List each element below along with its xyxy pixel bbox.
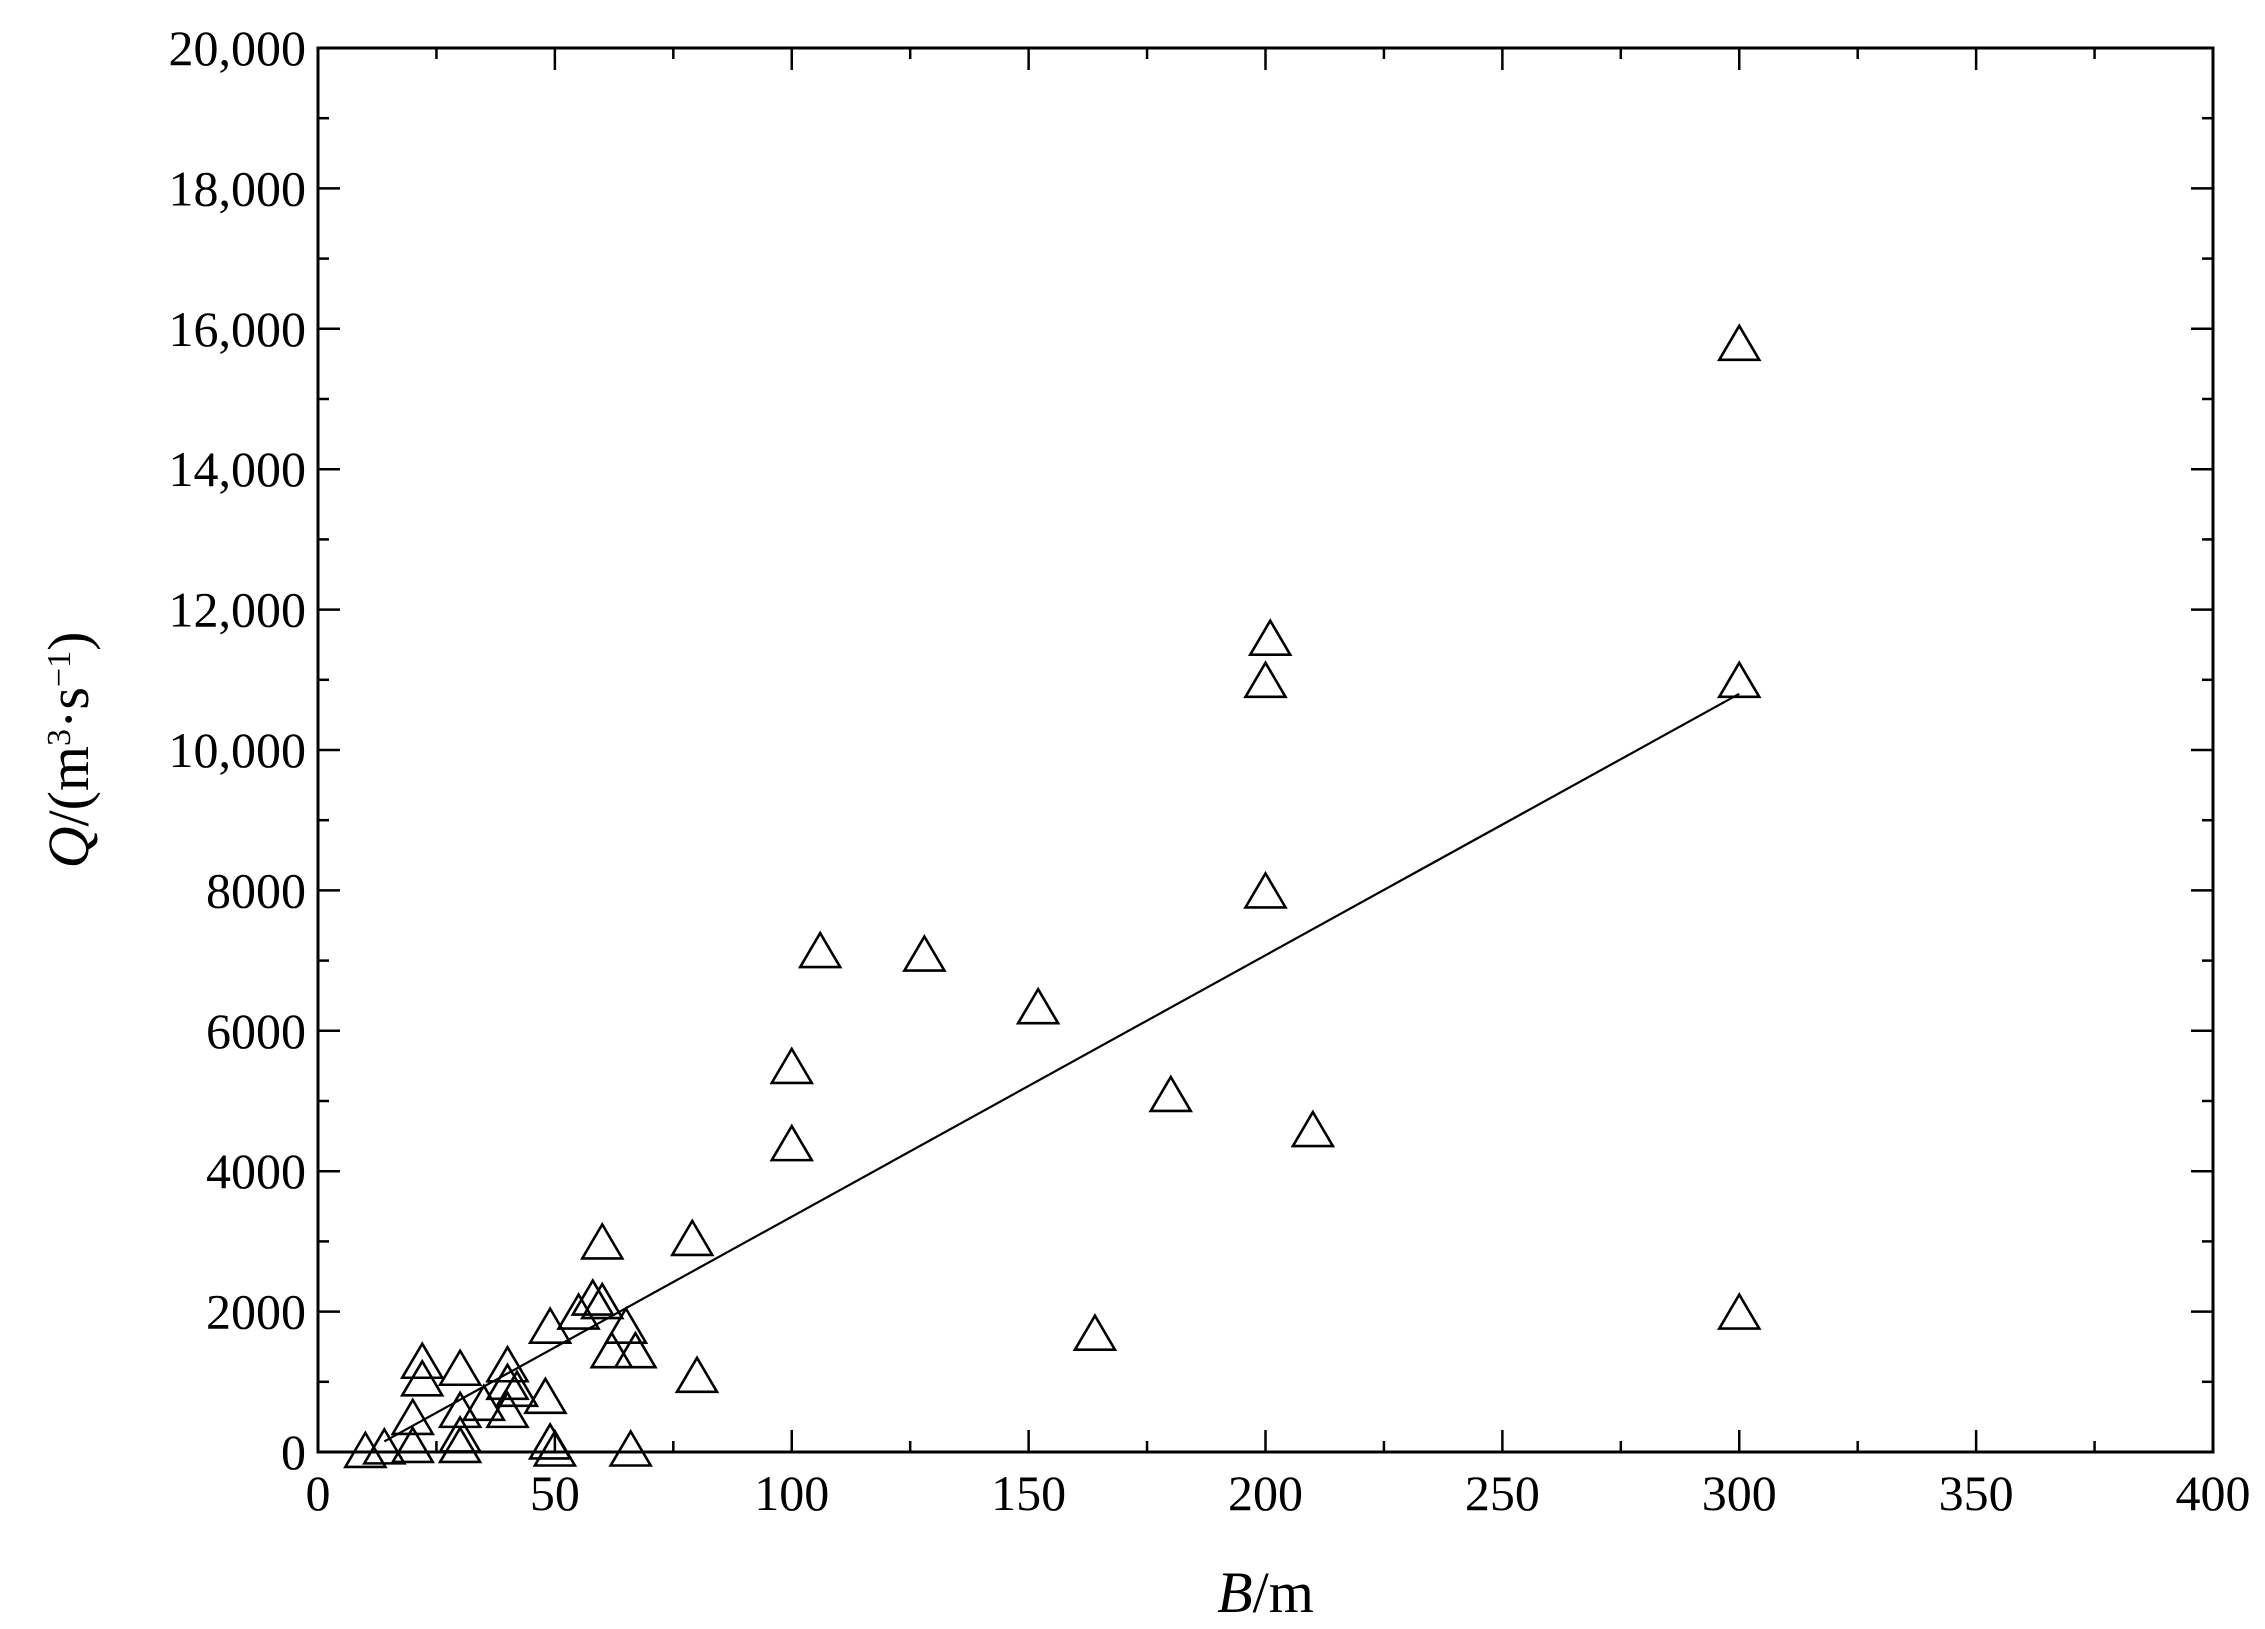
data-point-triangle: [1716, 660, 1762, 699]
data-point-triangle: [902, 934, 947, 972]
data-point-triangle: [1243, 870, 1288, 909]
data-point-triangle: [579, 1281, 625, 1320]
y-tick-label: 4000: [206, 1143, 306, 1199]
y-tick-label: 2000: [206, 1284, 306, 1340]
data-point-triangle: [797, 930, 843, 969]
y-tick-label: 6000: [206, 1003, 306, 1059]
data-point-triangle: [485, 1390, 530, 1429]
y-axis-unit-sup2: −1: [41, 651, 78, 687]
x-tick-label: 200: [1228, 1465, 1303, 1521]
data-point-triangle: [362, 1426, 407, 1465]
y-tick-label: 8000: [206, 862, 306, 918]
data-point-triangle: [532, 1428, 578, 1467]
data-point-triangle: [1247, 618, 1293, 656]
y-tick-label: 16,000: [169, 301, 307, 357]
data-point-triangle: [390, 1425, 436, 1464]
y-tick-label: 14,000: [169, 441, 307, 497]
data-point-triangle: [1716, 1292, 1762, 1330]
y-axis-unit-sup1: 3: [41, 729, 78, 746]
x-axis-label: B/m: [1217, 1560, 1314, 1625]
y-tick-label: 20,000: [169, 20, 307, 76]
data-point-triangle: [674, 1355, 720, 1394]
data-point-triangle: [570, 1277, 616, 1316]
data-point-triangle: [608, 1428, 653, 1467]
y-tick-label: 10,000: [169, 722, 307, 778]
data-point-triangle: [461, 1383, 507, 1422]
axis-tick-labels: 0 50 100 150 200 250 300 350 4000200040006000800…: [169, 20, 2251, 1521]
data-point-triangle: [399, 1341, 445, 1380]
data-point-triangle: [769, 1046, 815, 1085]
data-point-triangle: [589, 1330, 634, 1369]
data-point-triangle: [485, 1362, 530, 1401]
x-tick-label: 350: [1939, 1465, 2014, 1521]
data-point-triangle: [669, 1218, 715, 1257]
data-point-triangle: [556, 1292, 601, 1330]
y-tick-label: 12,000: [169, 582, 307, 638]
x-axis-unit: /m: [1253, 1560, 1314, 1625]
data-point-triangle: [769, 1123, 815, 1162]
data-point-triangle: [437, 1348, 483, 1387]
x-tick-label: 100: [754, 1465, 829, 1521]
y-axis-label: Q/(m3·s−1): [36, 632, 101, 869]
data-point-triangle: [579, 1221, 625, 1260]
data-point-triangle: [437, 1425, 483, 1464]
data-point-triangle: [1290, 1109, 1336, 1148]
data-point-triangle: [613, 1330, 658, 1369]
y-tick-label: 0: [281, 1424, 306, 1480]
data-point-triangle: [1015, 986, 1061, 1025]
y-axis-unit-mid: ·s: [36, 687, 101, 729]
data-points: [343, 323, 1762, 1469]
x-tick-label: 250: [1465, 1465, 1540, 1521]
data-point-triangle: [1148, 1074, 1194, 1113]
data-point-triangle: [343, 1430, 388, 1469]
y-tick-label: 18,000: [169, 160, 307, 216]
x-tick-label: 150: [991, 1465, 1066, 1521]
x-tick-label: 300: [1702, 1465, 1777, 1521]
data-point-triangle: [603, 1306, 649, 1344]
data-point-triangle: [1716, 323, 1762, 362]
x-axis-symbol: B: [1217, 1560, 1252, 1625]
plot-frame: [316, 46, 2215, 1454]
x-tick-label: 400: [2176, 1465, 2251, 1521]
data-point-triangle: [1072, 1313, 1118, 1351]
data-point-triangle: [390, 1397, 436, 1436]
x-tick-label: 0: [306, 1465, 331, 1521]
data-point-triangle: [1243, 660, 1288, 699]
y-axis-unit-open: /(m: [36, 746, 101, 827]
data-point-triangle: [494, 1369, 540, 1408]
data-point-triangle: [523, 1376, 568, 1415]
y-axis-unit-close: ): [36, 632, 101, 651]
y-axis-symbol: Q: [36, 827, 101, 869]
data-point-triangle: [485, 1344, 530, 1383]
x-tick-label: 50: [530, 1465, 580, 1521]
